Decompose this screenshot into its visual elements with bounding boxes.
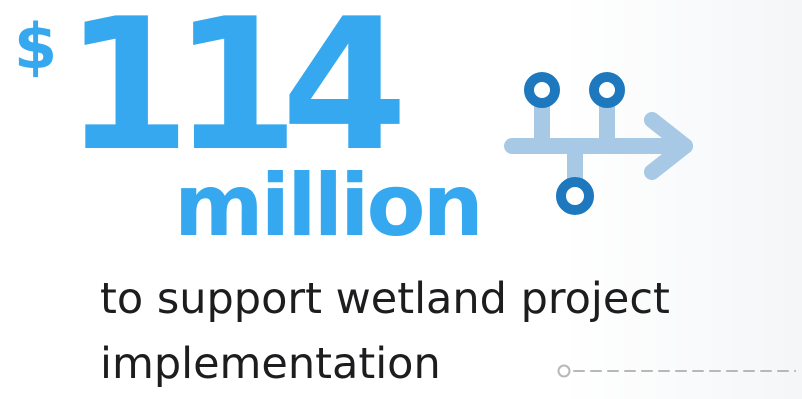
connector-start-icon	[557, 364, 571, 378]
caption-line-2: implementation	[100, 339, 441, 389]
node-icon	[556, 177, 594, 215]
node-icon	[524, 72, 560, 108]
amount-unit: million	[174, 156, 484, 256]
branching-flow-icon	[504, 72, 693, 215]
dotted-line-connector-icon	[557, 364, 796, 378]
flow-arrow-head	[644, 112, 693, 180]
node-icon	[589, 72, 625, 108]
caption-line-1: to support wetland project	[100, 274, 670, 324]
amount-number: 114	[64, 0, 408, 191]
currency-symbol: $	[14, 10, 57, 83]
